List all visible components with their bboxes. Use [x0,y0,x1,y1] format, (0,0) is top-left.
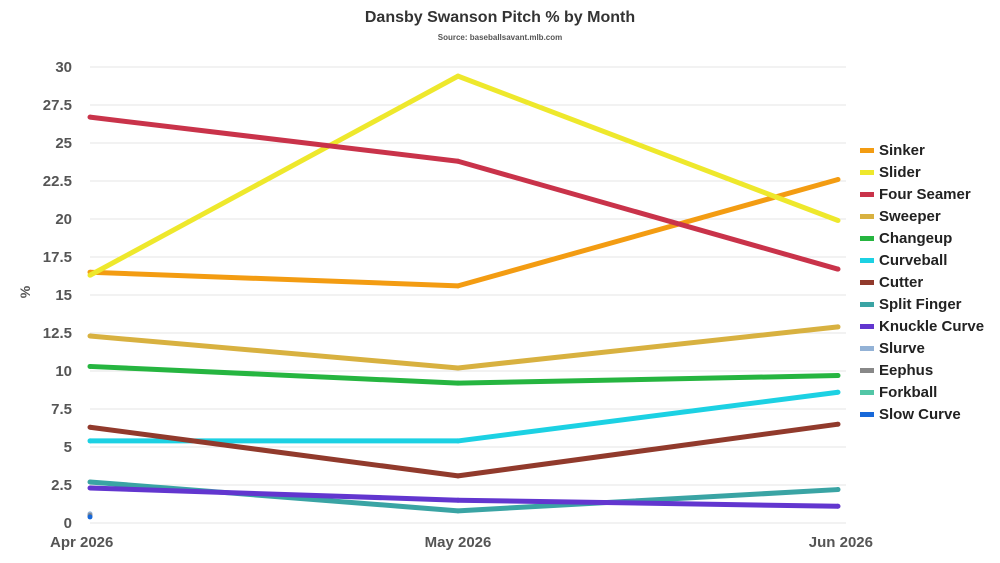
data-point-sweeper [87,333,93,339]
legend-item: Sinker [860,142,925,159]
legend: Sinker Slider Four Seamer Sweeper Changeup Cu… [860,142,984,423]
x-tick-label: May 2026 [425,534,492,551]
legend-swatch [860,346,874,351]
legend-label: Changeup [879,230,952,247]
data-point-four-seamer [835,266,841,272]
legend-item: Changeup [860,230,952,247]
data-point-cutter [455,473,461,479]
y-tick-label: 2.5 [51,477,72,494]
legend-swatch [860,170,874,175]
data-point-changeup [455,380,461,386]
legend-item: Split Finger [860,296,962,313]
data-point-curveball [835,389,841,395]
y-tick-label: 17.5 [43,249,72,266]
legend-label: Knuckle Curve [879,318,984,335]
legend-swatch [860,280,874,285]
y-tick-label: 0 [64,515,72,532]
legend-swatch [860,192,874,197]
series-line-sinker [89,177,839,289]
y-tick-label: 30 [55,59,72,76]
legend-item: Cutter [860,274,923,291]
data-point-curveball [87,438,93,444]
data-point-slider [455,73,461,79]
y-tick-label: 7.5 [51,401,72,418]
legend-label: Sweeper [879,208,941,225]
legend-swatch [860,302,874,307]
data-point-sinker [835,176,841,182]
data-point-sinker [455,283,461,289]
y-tick-label: 12.5 [43,325,72,342]
data-point-cutter [835,421,841,427]
grid-lines [90,66,846,524]
data-point-four-seamer [455,158,461,164]
data-point-curveball [455,438,461,444]
y-axis-label: % [17,285,33,298]
data-point-changeup [87,363,93,369]
legend-label: Slow Curve [879,406,961,423]
chart-subtitle: Source: baseballsavant.mlb.com [438,33,563,42]
chart-title: Dansby Swanson Pitch % by Month [365,9,635,26]
data-point-knuckle-curve [455,497,461,503]
y-tick-label: 25 [55,135,72,152]
x-tick-label: Apr 2026 [50,534,113,551]
series-line-four-seamer [89,114,839,272]
legend-item: Curveball [860,252,947,269]
legend-swatch [860,258,874,263]
data-point-four-seamer [87,114,93,120]
legend-swatch [860,412,874,417]
data-point-slider [835,218,841,224]
data-point-knuckle-curve [835,503,841,509]
legend-item: Sweeper [860,208,941,225]
legend-swatch [860,236,874,241]
data-point-cutter [87,424,93,430]
data-point-changeup [835,373,841,379]
data-point-sweeper [835,324,841,330]
legend-swatch [860,324,874,329]
data-point-split-finger [87,479,93,485]
legend-swatch [860,390,874,395]
legend-label: Slurve [879,340,925,357]
y-tick-label: 20 [55,211,72,228]
legend-item: Knuckle Curve [860,318,984,335]
data-point-sweeper [455,365,461,371]
x-axis-ticks: Apr 2026 May 2026 Jun 2026 [50,534,873,551]
y-axis-ticks: 0 2.5 5 7.5 10 12.5 15 17.5 20 22.5 25 27.5 30 [43,59,72,532]
x-tick-label: Jun 2026 [809,534,873,551]
data-point-split-finger [835,487,841,493]
series-lines [87,73,841,520]
legend-label: Forkball [879,384,937,401]
legend-label: Split Finger [879,296,962,313]
data-point-slow-curve [87,514,93,520]
legend-label: Sinker [879,142,925,159]
series-line-slider [88,73,839,278]
legend-label: Four Seamer [879,186,971,203]
y-tick-label: 27.5 [43,97,72,114]
legend-swatch [860,214,874,219]
y-tick-label: 5 [64,439,72,456]
legend-label: Curveball [879,252,947,269]
y-tick-label: 10 [55,363,72,380]
data-point-knuckle-curve [87,485,93,491]
legend-item: Slow Curve [860,406,961,423]
legend-label: Slider [879,164,921,181]
data-point-split-finger [455,508,461,514]
series-line-curveball [90,389,839,444]
data-point-slider [87,272,93,278]
legend-swatch [860,148,874,153]
legend-item: Four Seamer [860,186,971,203]
legend-item: Slurve [860,340,925,357]
y-tick-label: 15 [55,287,72,304]
legend-label: Eephus [879,362,933,379]
legend-label: Cutter [879,274,923,291]
legend-swatch [860,368,874,373]
legend-item: Slider [860,164,921,181]
legend-item: Eephus [860,362,933,379]
legend-item: Forkball [860,384,937,401]
y-tick-label: 22.5 [43,173,72,190]
series-line-cutter [89,421,839,479]
